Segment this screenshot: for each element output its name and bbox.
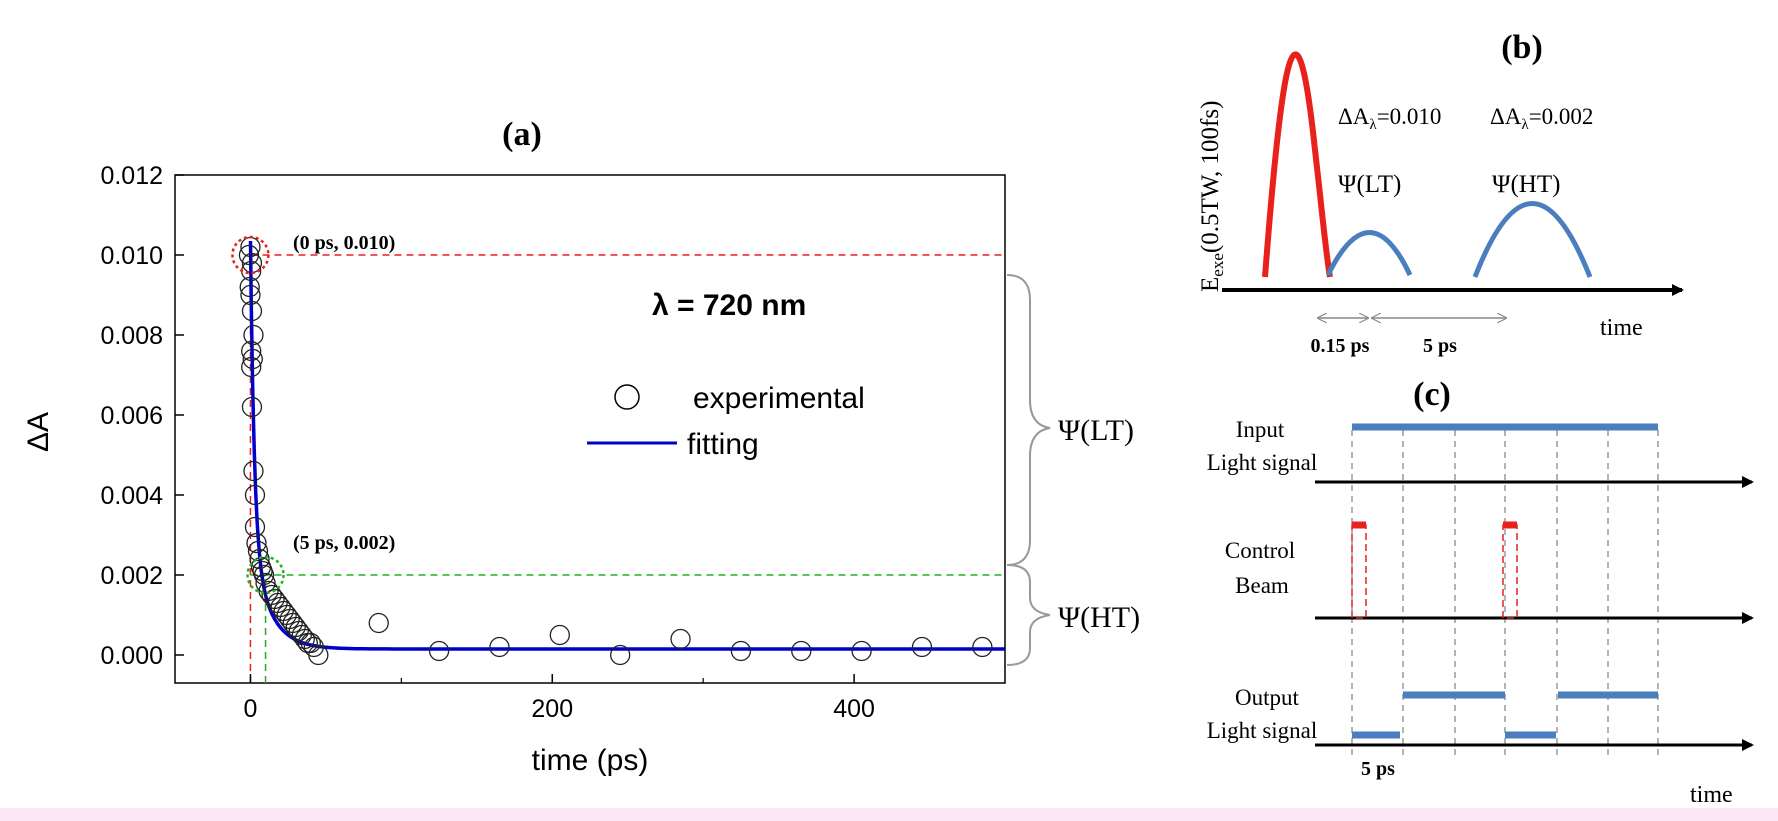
interval-2-label: 5 ps bbox=[1423, 335, 1457, 357]
brace-label-ht: Ψ(HT) bbox=[1058, 601, 1140, 634]
plot-frame bbox=[174, 174, 1006, 684]
y-tick-label: 0.002 bbox=[100, 562, 163, 590]
panel-a-label: (a) bbox=[502, 116, 542, 153]
fit-layer bbox=[248, 240, 1005, 651]
data-point bbox=[241, 340, 262, 362]
data-point bbox=[242, 348, 263, 370]
highlight-red bbox=[231, 235, 270, 275]
x-axis-ticks: 0 200 400 bbox=[244, 674, 875, 723]
row3-label-line1: Output bbox=[1235, 685, 1300, 710]
control-pulse-2 bbox=[1502, 524, 1518, 619]
data-point bbox=[730, 640, 752, 662]
data-point bbox=[241, 356, 262, 378]
x-tick-label: 0 bbox=[244, 695, 258, 723]
data-point bbox=[247, 540, 269, 562]
x-tick-label: 200 bbox=[531, 695, 573, 723]
highlight-green bbox=[246, 555, 285, 595]
row2-label-line2: Beam bbox=[1235, 573, 1289, 598]
legend-label-experimental: experimental bbox=[693, 382, 865, 415]
data-point bbox=[610, 644, 631, 666]
y-tick-label: 0.004 bbox=[100, 482, 163, 510]
highlight-circles bbox=[231, 235, 285, 595]
annotation-ht: (5 ps, 0.002) bbox=[293, 532, 395, 554]
data-point bbox=[791, 640, 812, 662]
data-point bbox=[851, 640, 872, 662]
data-point bbox=[255, 572, 276, 594]
data-point bbox=[240, 284, 261, 306]
x-axis-label: time (ps) bbox=[532, 744, 649, 777]
y-tick-label: 0.010 bbox=[100, 242, 163, 270]
data-point bbox=[249, 548, 270, 570]
guide-lines bbox=[249, 254, 1005, 683]
data-point bbox=[238, 244, 260, 266]
data-point bbox=[300, 632, 321, 654]
timing-gridlines bbox=[1351, 430, 1659, 760]
data-point bbox=[308, 644, 329, 666]
delta-ht-label: ΔAλ=0.002 bbox=[1490, 104, 1593, 133]
y-tick-label: 0.000 bbox=[100, 642, 163, 670]
psi-lt-label: Ψ(LT) bbox=[1338, 171, 1401, 198]
fit-curve bbox=[248, 240, 1005, 651]
interval-1-label: 0.15 ps bbox=[1311, 335, 1370, 357]
row3-label-line2: Light signal bbox=[1207, 718, 1318, 743]
data-point bbox=[549, 624, 570, 646]
legend: experimental fitting bbox=[587, 382, 865, 461]
brace-lt bbox=[1006, 274, 1051, 566]
panel-b-xlabel: time bbox=[1600, 315, 1643, 341]
data-point bbox=[246, 532, 267, 554]
legend-label-fitting: fitting bbox=[687, 428, 759, 461]
row1-label-line1: Input bbox=[1236, 417, 1285, 442]
data-point bbox=[670, 628, 691, 650]
panel-c-xlabel: time bbox=[1690, 782, 1733, 808]
psi-ht-label: Ψ(HT) bbox=[1492, 171, 1560, 198]
brace-ht bbox=[1006, 564, 1051, 666]
x-tick-label: 400 bbox=[833, 695, 875, 723]
data-point bbox=[244, 516, 266, 538]
y-axis-ticks: 0.000 0.002 0.004 0.006 0.008 0.010 0.012 bbox=[100, 162, 184, 670]
row2-label-line1: Control bbox=[1225, 538, 1295, 563]
panel-c-interval: 5 ps bbox=[1361, 758, 1395, 780]
wavelength-label: λ = 720 nm bbox=[652, 289, 806, 322]
brace-label-lt: Ψ(LT) bbox=[1058, 414, 1134, 447]
data-point bbox=[243, 324, 264, 346]
data-point bbox=[253, 564, 275, 586]
data-point bbox=[244, 484, 266, 506]
y-tick-label: 0.012 bbox=[100, 162, 163, 190]
data-point bbox=[911, 636, 933, 658]
excitation-pulse bbox=[1262, 51, 1333, 278]
psi-lt-pulse bbox=[1325, 230, 1413, 277]
data-point bbox=[489, 636, 510, 658]
panel-a-chart: (a) 0.0000.0020.0040.0060.0080.0100.012 … bbox=[22, 116, 1140, 777]
y-axis-label: ΔA bbox=[22, 412, 55, 452]
data-point bbox=[241, 300, 263, 322]
panel-b-ylabel: Eexe(0.5TW, 100fs) bbox=[1197, 101, 1227, 292]
bottom-band bbox=[0, 808, 1778, 821]
panel-b-label: (b) bbox=[1501, 29, 1543, 66]
data-point bbox=[241, 396, 263, 418]
row1-label-line2: Light signal bbox=[1207, 450, 1318, 475]
panel-c-label: (c) bbox=[1413, 376, 1451, 413]
annotation-peak: (0 ps, 0.010) bbox=[293, 232, 395, 254]
scatter-points bbox=[238, 236, 993, 666]
panel-b-diagram: (b) Eexe(0.5TW, 100fs) ΔAλ=0.010 ΔAλ=0.0… bbox=[1197, 29, 1684, 357]
panel-c-diagram: (c) Input Light signal Control Beam Outp… bbox=[1207, 376, 1754, 808]
y-tick-label: 0.006 bbox=[100, 402, 163, 430]
data-point bbox=[428, 640, 450, 662]
psi-ht-pulse bbox=[1472, 201, 1593, 278]
data-point bbox=[243, 460, 264, 482]
data-point bbox=[972, 636, 993, 658]
legend-marker-experimental bbox=[614, 384, 640, 410]
data-point bbox=[239, 276, 260, 298]
delta-lt-label: ΔAλ=0.010 bbox=[1338, 104, 1441, 133]
y-tick-label: 0.008 bbox=[100, 322, 163, 350]
control-pulse-1 bbox=[1351, 524, 1367, 619]
data-point bbox=[368, 612, 389, 634]
